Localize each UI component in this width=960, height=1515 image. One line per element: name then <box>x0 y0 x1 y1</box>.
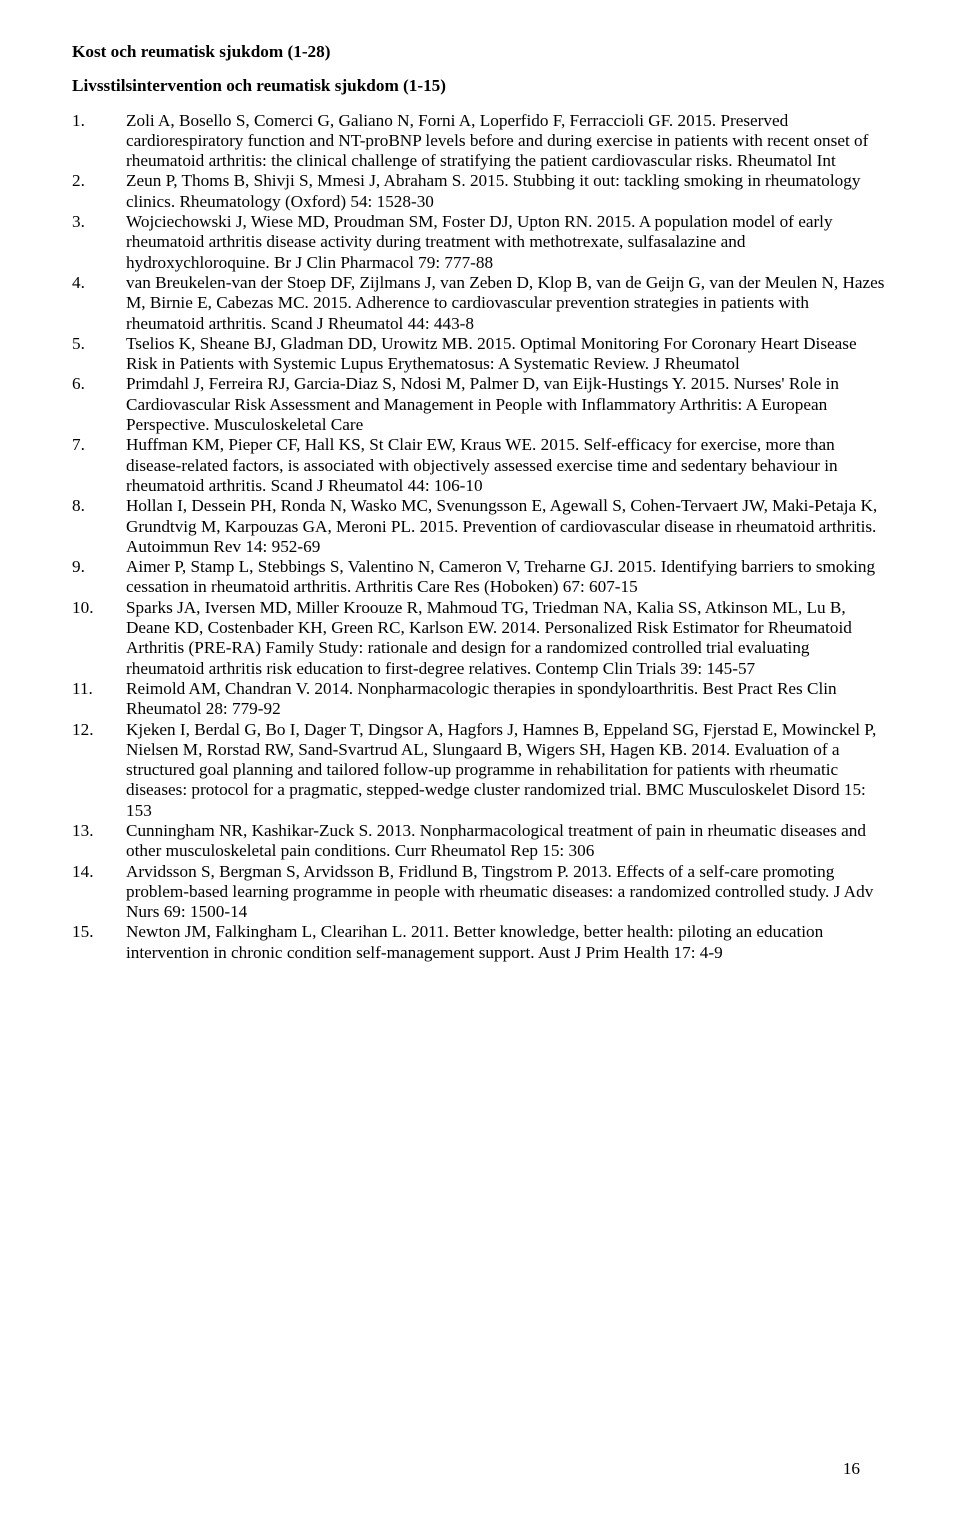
reference-item: 14.Arvidsson S, Bergman S, Arvidsson B, … <box>72 862 888 923</box>
reference-text: Zeun P, Thoms B, Shivji S, Mmesi J, Abra… <box>126 171 888 212</box>
reference-number: 7. <box>72 435 126 455</box>
reference-number: 4. <box>72 273 126 293</box>
reference-text: Aimer P, Stamp L, Stebbings S, Valentino… <box>126 557 888 598</box>
reference-item: 8.Hollan I, Dessein PH, Ronda N, Wasko M… <box>72 496 888 557</box>
reference-item: 5.Tselios K, Sheane BJ, Gladman DD, Urow… <box>72 334 888 375</box>
reference-item: 4.van Breukelen-van der Stoep DF, Zijlma… <box>72 273 888 334</box>
reference-number: 9. <box>72 557 126 577</box>
reference-number: 12. <box>72 720 126 740</box>
reference-item: 9.Aimer P, Stamp L, Stebbings S, Valenti… <box>72 557 888 598</box>
reference-list: 1.Zoli A, Bosello S, Comerci G, Galiano … <box>72 111 888 963</box>
reference-text: Primdahl J, Ferreira RJ, Garcia-Diaz S, … <box>126 374 888 435</box>
reference-number: 8. <box>72 496 126 516</box>
reference-item: 2.Zeun P, Thoms B, Shivji S, Mmesi J, Ab… <box>72 171 888 212</box>
reference-number: 14. <box>72 862 126 882</box>
reference-number: 11. <box>72 679 126 699</box>
reference-item: 7.Huffman KM, Pieper CF, Hall KS, St Cla… <box>72 435 888 496</box>
reference-text: Wojciechowski J, Wiese MD, Proudman SM, … <box>126 212 888 273</box>
reference-item: 1.Zoli A, Bosello S, Comerci G, Galiano … <box>72 111 888 172</box>
reference-number: 13. <box>72 821 126 841</box>
reference-text: Cunningham NR, Kashikar-Zuck S. 2013. No… <box>126 821 888 862</box>
reference-text: Zoli A, Bosello S, Comerci G, Galiano N,… <box>126 111 888 172</box>
reference-text: Tselios K, Sheane BJ, Gladman DD, Urowit… <box>126 334 888 375</box>
reference-number: 15. <box>72 922 126 942</box>
reference-text: Kjeken I, Berdal G, Bo I, Dager T, Dings… <box>126 720 888 821</box>
reference-number: 10. <box>72 598 126 618</box>
reference-item: 13.Cunningham NR, Kashikar-Zuck S. 2013.… <box>72 821 888 862</box>
reference-text: Sparks JA, Iversen MD, Miller Kroouze R,… <box>126 598 888 679</box>
reference-item: 11.Reimold AM, Chandran V. 2014. Nonphar… <box>72 679 888 720</box>
reference-text: Newton JM, Falkingham L, Clearihan L. 20… <box>126 922 888 963</box>
reference-text: Hollan I, Dessein PH, Ronda N, Wasko MC,… <box>126 496 888 557</box>
reference-number: 6. <box>72 374 126 394</box>
reference-text: Reimold AM, Chandran V. 2014. Nonpharmac… <box>126 679 888 720</box>
reference-item: 10.Sparks JA, Iversen MD, Miller Kroouze… <box>72 598 888 679</box>
page-number: 16 <box>0 1459 960 1479</box>
section-heading-sub: Livsstilsintervention och reumatisk sjuk… <box>72 76 888 96</box>
reference-text: van Breukelen-van der Stoep DF, Zijlmans… <box>126 273 888 334</box>
section-heading-main: Kost och reumatisk sjukdom (1-28) <box>72 42 888 62</box>
reference-text: Arvidsson S, Bergman S, Arvidsson B, Fri… <box>126 862 888 923</box>
reference-text: Huffman KM, Pieper CF, Hall KS, St Clair… <box>126 435 888 496</box>
reference-number: 5. <box>72 334 126 354</box>
reference-number: 1. <box>72 111 126 131</box>
reference-item: 12.Kjeken I, Berdal G, Bo I, Dager T, Di… <box>72 720 888 821</box>
reference-item: 3.Wojciechowski J, Wiese MD, Proudman SM… <box>72 212 888 273</box>
reference-item: 6.Primdahl J, Ferreira RJ, Garcia-Diaz S… <box>72 374 888 435</box>
reference-item: 15.Newton JM, Falkingham L, Clearihan L.… <box>72 922 888 963</box>
reference-number: 3. <box>72 212 126 232</box>
reference-number: 2. <box>72 171 126 191</box>
